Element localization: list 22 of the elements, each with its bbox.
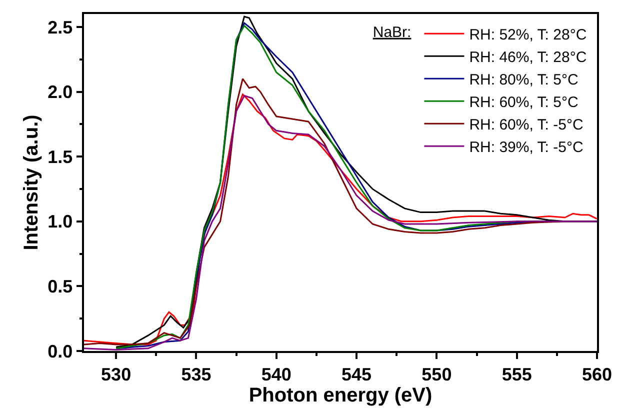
x-tick-label: 530 [101, 364, 132, 384]
x-tick-label: 545 [342, 364, 372, 384]
legend-title: NaBr: [372, 24, 412, 41]
legend-label: RH: 39%, T: -5°C [469, 138, 584, 156]
x-tick-label: 555 [502, 364, 532, 384]
legend-label: RH: 60%, T: 5°C [469, 94, 578, 111]
y-tick-label: 1.5 [48, 146, 73, 167]
y-axis-title: Intensity (a.u.) [20, 114, 43, 250]
y-tick-label: 2.5 [48, 17, 73, 38]
x-tick-label: 535 [181, 364, 212, 384]
y-tick-label: 2.0 [48, 82, 73, 102]
x-tick-label: 540 [261, 364, 292, 384]
legend-label: RH: 52%, T: 28°C [469, 26, 587, 44]
y-tick-label: 1.0 [48, 212, 73, 232]
legend-label: RH: 80%, T: 5°C [469, 71, 578, 88]
legend-label: RH: 46%, T: 28°C [469, 48, 587, 66]
x-tick-label: 550 [422, 364, 452, 384]
y-tick-label: 0.0 [48, 341, 73, 362]
x-axis-title: Photon energy (eV) [248, 384, 432, 406]
x-tick-label: 560 [582, 364, 612, 384]
legend-label: RH: 60%, T: -5°C [469, 116, 584, 134]
y-tick-label: 0.5 [48, 276, 73, 296]
